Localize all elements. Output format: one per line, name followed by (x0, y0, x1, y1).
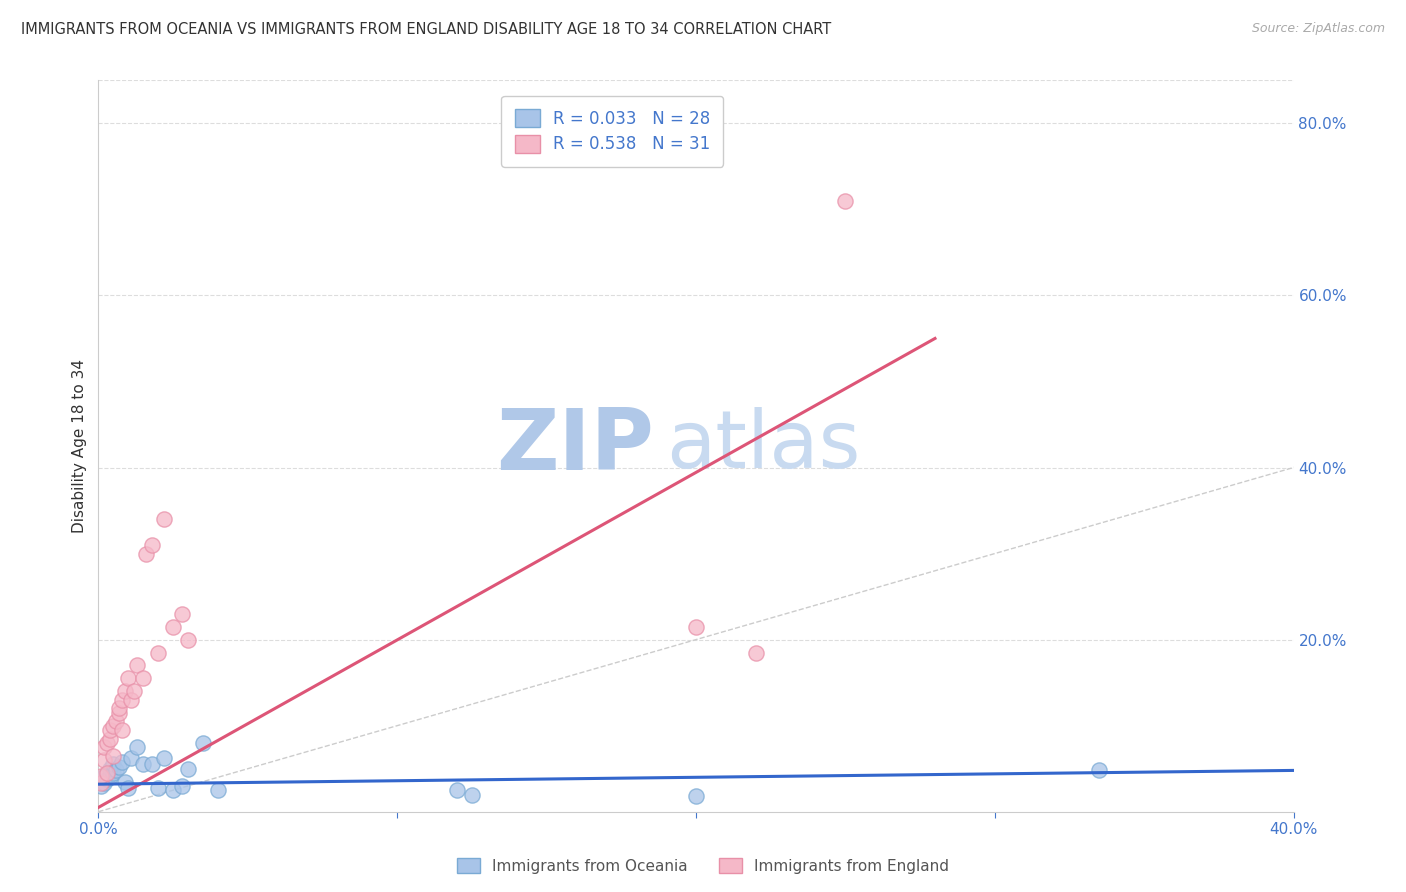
Point (117, 780, 139, 795)
Point (108, 760, 131, 774)
Point (148, 780, 170, 795)
Legend: R = 0.033   N = 28, R = 0.538   N = 31: R = 0.033 N = 28, R = 0.538 N = 31 (501, 96, 724, 167)
Point (446, 783, 468, 797)
Point (103, 719, 125, 733)
Point (172, 607, 194, 621)
Point (98, 762, 122, 776)
Point (132, 671, 155, 685)
Point (96, 772, 118, 786)
Point (153, 512, 176, 526)
Point (461, 788, 484, 802)
Point (177, 632, 200, 647)
Text: ZIP: ZIP (496, 404, 654, 488)
Point (90, 776, 112, 790)
Point (685, 620, 707, 634)
Text: IMMIGRANTS FROM OCEANIA VS IMMIGRANTS FROM ENGLAND DISABILITY AGE 18 TO 34 CORRE: IMMIGRANTS FROM OCEANIA VS IMMIGRANTS FR… (21, 22, 831, 37)
Point (745, 646, 768, 660)
Point (93, 776, 115, 790)
Point (103, 766, 125, 780)
Point (132, 757, 155, 772)
Point (114, 684, 136, 698)
Point (98, 731, 122, 746)
Point (207, 783, 229, 797)
Point (148, 646, 170, 660)
Point (108, 701, 131, 715)
Point (98, 770, 122, 784)
Point (685, 789, 707, 804)
Point (98, 723, 122, 737)
Point (108, 706, 131, 720)
Point (177, 762, 200, 776)
Point (103, 757, 125, 772)
Point (1088, 764, 1111, 778)
Point (96, 766, 118, 780)
Point (141, 538, 163, 552)
Point (127, 658, 149, 673)
Point (93, 740, 115, 755)
Point (105, 764, 128, 778)
Point (93, 753, 115, 767)
Point (127, 740, 149, 755)
Point (111, 693, 134, 707)
Point (93, 768, 115, 782)
Text: Source: ZipAtlas.com: Source: ZipAtlas.com (1251, 22, 1385, 36)
Point (834, 194, 856, 208)
Point (120, 751, 142, 765)
Point (191, 736, 214, 750)
Point (172, 779, 194, 793)
Point (111, 723, 134, 737)
Point (162, 620, 184, 634)
Legend: Immigrants from Oceania, Immigrants from England: Immigrants from Oceania, Immigrants from… (451, 852, 955, 880)
Point (120, 693, 142, 707)
Point (117, 671, 139, 685)
Point (114, 774, 136, 789)
Point (103, 748, 125, 763)
Point (90, 779, 112, 793)
Point (141, 757, 163, 772)
Point (105, 714, 128, 729)
Point (111, 755, 134, 769)
Point (153, 751, 176, 765)
Y-axis label: Disability Age 18 to 34: Disability Age 18 to 34 (72, 359, 87, 533)
Point (96, 736, 118, 750)
Text: atlas: atlas (666, 407, 860, 485)
Point (90, 768, 112, 782)
Point (135, 547, 157, 561)
Point (124, 684, 146, 698)
Point (162, 783, 184, 797)
